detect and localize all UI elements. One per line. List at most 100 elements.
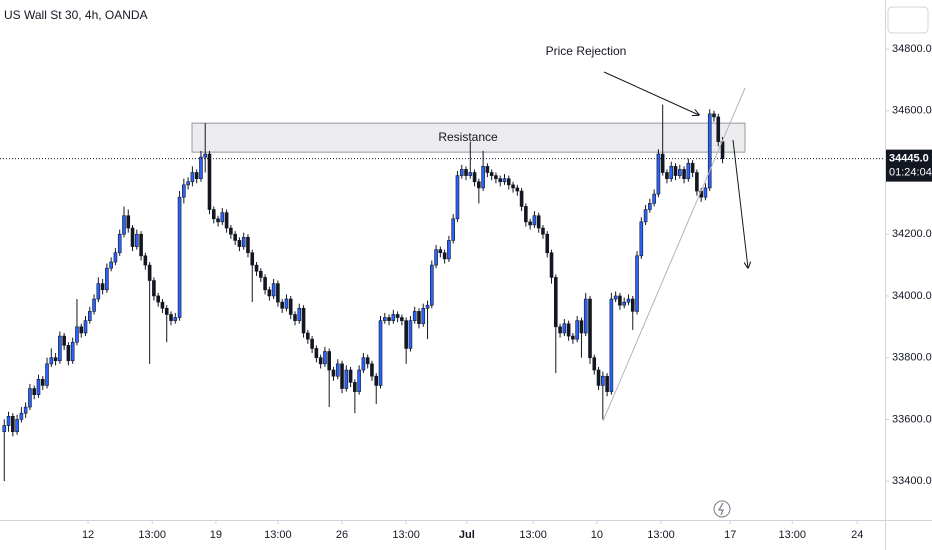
candle-body (613, 295, 618, 300)
candle-body (246, 237, 250, 254)
candle-body (126, 215, 131, 229)
candle-body (353, 382, 357, 392)
candle-body (32, 388, 37, 396)
candle-body (622, 301, 627, 306)
candle-body (374, 375, 379, 386)
x-tick-label: 26 (336, 529, 348, 541)
candle-body (434, 249, 438, 266)
candle-body (370, 363, 374, 377)
candle-body (391, 314, 396, 321)
candle-body (40, 378, 45, 386)
candle-body (712, 113, 716, 118)
candle-body (502, 178, 507, 183)
y-tick-label: 34200.0 (892, 228, 932, 240)
zone-label: Resistance (438, 130, 498, 144)
y-tick-label: 34600.0 (892, 105, 932, 117)
candle-body (494, 175, 498, 179)
candle-body (284, 298, 289, 309)
candle-body (605, 375, 609, 392)
candle-body (562, 323, 567, 334)
candle-body (382, 317, 387, 321)
x-tick-label: 19 (210, 529, 222, 541)
candle-body (143, 255, 148, 266)
candle-body (15, 419, 19, 433)
candle-body (130, 227, 135, 247)
y-tick-label: 33600.0 (892, 413, 932, 425)
x-tick-label: 24 (851, 529, 863, 541)
candle-body (45, 363, 49, 386)
candle-body (113, 252, 118, 263)
x-tick-label: 13:00 (519, 529, 547, 541)
candle-body (489, 172, 494, 176)
candle-body (596, 369, 601, 386)
candle-body (87, 311, 92, 321)
x-tick-label: 10 (591, 529, 603, 541)
candle-body (524, 206, 528, 223)
candle-body (6, 416, 11, 426)
candle-body (100, 283, 105, 291)
candle-body (173, 317, 178, 321)
annotation-arrow (603, 71, 699, 115)
candle-body (83, 320, 88, 334)
candle-body (139, 233, 143, 257)
candle-body (498, 178, 503, 183)
candle-body (70, 341, 75, 362)
candle-body (558, 326, 562, 334)
event-icon[interactable] (713, 500, 731, 518)
candle-body (695, 172, 699, 192)
candle-body (703, 187, 708, 198)
candle-body (156, 295, 160, 303)
candle-body (182, 184, 186, 198)
candle-body (75, 326, 79, 343)
plot-area: Resistance (0, 104, 885, 482)
candle-body (515, 187, 520, 192)
candle-body (280, 301, 284, 309)
candle-body (571, 335, 575, 340)
candle-body (545, 233, 550, 254)
candle-body (211, 209, 216, 220)
candle-body (49, 357, 54, 365)
candle-body (177, 196, 182, 318)
y-tick-label: 34800.0 (892, 43, 932, 55)
candle-body (92, 298, 96, 312)
candle-body (626, 298, 631, 303)
chart-title: US Wall St 30, 4h, OANDA (4, 8, 148, 22)
candle-body (79, 326, 84, 334)
x-tick-label: 13:00 (392, 529, 420, 541)
x-tick-label: 13:00 (264, 529, 292, 541)
candle-body (297, 307, 302, 321)
x-tick-label: 12 (82, 529, 94, 541)
candle-body (323, 351, 327, 365)
candle-body (105, 267, 109, 291)
candle-body (665, 172, 669, 179)
candle-body (53, 357, 58, 362)
last-price-label: 34445.0 (889, 153, 929, 165)
candle-body (96, 283, 101, 300)
candle-body (263, 277, 267, 291)
candle-body (639, 221, 644, 257)
candle-body (400, 317, 404, 321)
candle-body (455, 175, 460, 220)
toolbar-button[interactable] (887, 6, 929, 34)
candle-body (331, 369, 336, 377)
candle-body (199, 156, 203, 179)
candle-body (152, 280, 156, 297)
candle-body (511, 184, 515, 189)
candle-body (592, 357, 597, 371)
candle-body (618, 295, 622, 306)
last-price-box (886, 149, 932, 182)
candle-body (344, 369, 349, 389)
candle-body (233, 233, 237, 241)
candle-body (122, 215, 126, 235)
countdown-label: 01:24:04 (889, 167, 932, 179)
candle-body (656, 153, 661, 195)
candle-body (451, 218, 455, 241)
candle-body (160, 301, 165, 309)
candle-body (258, 270, 263, 278)
candle-body (327, 351, 332, 371)
candle-body (468, 172, 473, 176)
candle-body (635, 255, 639, 312)
candle-body (267, 289, 272, 297)
candle-body (716, 116, 721, 142)
